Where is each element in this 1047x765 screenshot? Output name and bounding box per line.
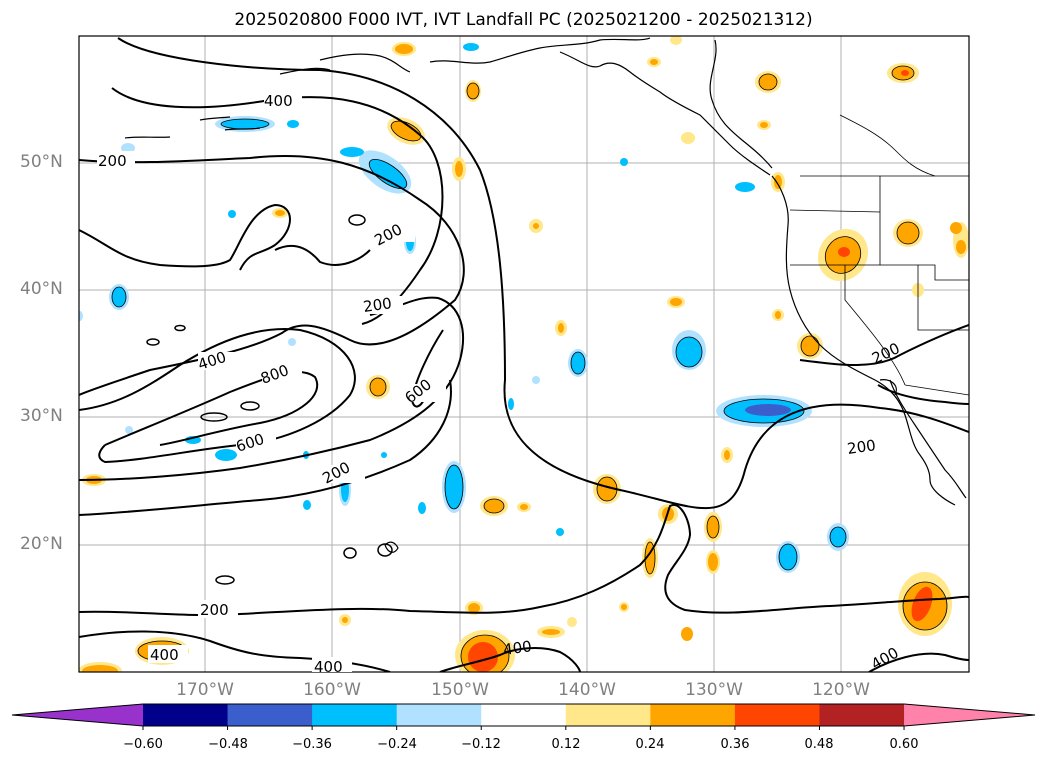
contour-label: 200: [200, 601, 229, 619]
lat-label-50n: 50°N: [20, 152, 63, 172]
colorbar-tick: 0.60: [889, 737, 919, 752]
lat-label-30n: 30°N: [20, 406, 63, 426]
colorbar-tick: 0.48: [804, 737, 834, 752]
contour-label: 200: [98, 152, 127, 170]
contour-label: 400: [264, 92, 293, 110]
colorbar-tick: −0.48: [208, 737, 248, 752]
colorbar-tick: −0.24: [377, 737, 417, 752]
contour-label: 400: [314, 658, 343, 676]
lon-label-170w: 170°W: [176, 680, 234, 700]
state-borders: [789, 114, 969, 396]
contour-label: 200: [846, 436, 877, 458]
positive-pc-blobs: [79, 36, 969, 672]
lon-label-150w: 150°W: [431, 680, 489, 700]
lon-label-120w: 120°W: [812, 680, 870, 700]
contour-label: 400: [502, 637, 533, 659]
coastlines: [124, 37, 967, 553]
colorbar-tick: 0.36: [720, 737, 750, 752]
colorbar-tick: −0.12: [461, 737, 501, 752]
figure-title: 2025020800 F000 IVT, IVT Landfall PC (20…: [234, 10, 813, 30]
colorbar-tick: −0.36: [292, 737, 332, 752]
small-contour-loops: [146, 214, 393, 585]
ivt-contours: [79, 37, 969, 672]
contour-label: 200: [362, 294, 393, 316]
colorbar-tick: 0.24: [635, 737, 665, 752]
lon-label-130w: 130°W: [685, 680, 743, 700]
contour-label: 400: [150, 646, 179, 664]
colorbar-tick: −0.60: [123, 737, 163, 752]
lat-label-20n: 20°N: [20, 534, 63, 554]
lat-label-40n: 40°N: [20, 279, 63, 299]
blob-outlines: [111, 65, 948, 672]
colorbar-tick: 0.12: [551, 737, 581, 752]
lon-label-160w: 160°W: [303, 680, 361, 700]
lon-label-140w: 140°W: [558, 680, 616, 700]
